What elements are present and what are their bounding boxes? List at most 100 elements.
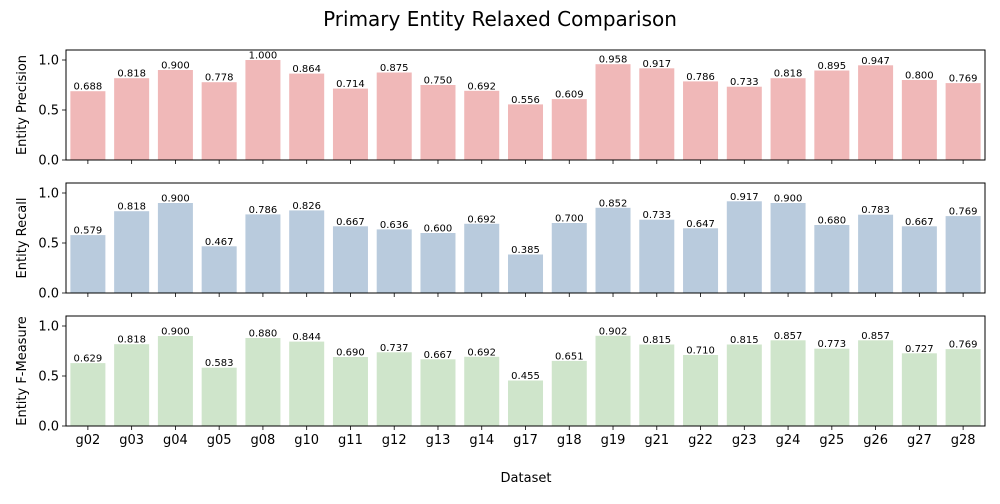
- data-label: 0.737: [380, 343, 409, 354]
- data-label: 0.818: [774, 69, 803, 80]
- x-tick-label: g26: [863, 433, 888, 448]
- bar: [814, 348, 850, 426]
- bar: [332, 226, 368, 293]
- data-label: 0.818: [117, 335, 146, 346]
- data-label: 0.710: [686, 346, 715, 357]
- data-label: 0.818: [117, 69, 146, 80]
- bar: [201, 246, 237, 293]
- axes-frame: [65, 315, 986, 427]
- bar: [70, 91, 106, 160]
- data-label: 1.000: [249, 51, 278, 62]
- data-label: 0.773: [818, 339, 847, 350]
- data-label: 0.958: [599, 55, 628, 66]
- data-label: 0.700: [555, 214, 584, 225]
- x-tick-label: g10: [294, 433, 319, 448]
- data-label: 0.667: [336, 217, 365, 228]
- bar: [332, 357, 368, 426]
- bar: [508, 380, 544, 426]
- data-label: 0.688: [74, 82, 103, 93]
- y-axis-label: Entity Precision: [15, 55, 30, 155]
- bar: [420, 359, 456, 426]
- bar: [289, 341, 325, 426]
- data-label: 0.857: [861, 331, 890, 342]
- bar: [726, 344, 762, 426]
- bar: [464, 223, 500, 293]
- x-tick-label: g28: [951, 433, 976, 448]
- y-tick-label: 0.0: [38, 420, 59, 435]
- bar: [420, 233, 456, 293]
- bar: [639, 68, 675, 160]
- data-label: 0.651: [555, 351, 584, 362]
- data-label: 0.629: [74, 354, 103, 365]
- panel-1: 0.688 0.818 0.900 0.778 1.000 0.864 0.714 0.875…: [15, 49, 986, 169]
- data-label: 0.556: [511, 95, 540, 106]
- data-label: 0.636: [380, 220, 409, 231]
- panel-2: 0.579 0.818 0.900 0.467 0.786 0.826 0.667 0.636…: [15, 182, 986, 302]
- data-label: 0.714: [336, 79, 365, 90]
- bar: [639, 344, 675, 426]
- bar: [289, 73, 325, 160]
- bar: [945, 83, 981, 160]
- bar: [683, 228, 719, 293]
- y-tick-label: 1.0: [38, 320, 59, 335]
- data-label: 0.750: [424, 76, 453, 87]
- data-label: 0.786: [249, 205, 278, 216]
- data-label: 0.875: [380, 63, 409, 74]
- bar: [639, 219, 675, 293]
- bar: [332, 88, 368, 160]
- bar: [157, 203, 193, 293]
- y-tick-label: 1.0: [38, 54, 59, 69]
- data-label: 0.769: [949, 74, 978, 85]
- data-label: 0.667: [905, 217, 934, 228]
- y-axis-label: Entity Recall: [15, 198, 30, 279]
- x-tick-label: g21: [644, 433, 669, 448]
- y-tick-label: 0.5: [38, 104, 59, 119]
- data-label: 0.667: [424, 350, 453, 361]
- bar: [245, 214, 281, 293]
- bar: [595, 64, 631, 160]
- x-tick-label: g17: [513, 433, 538, 448]
- bar: [945, 349, 981, 426]
- data-label: 0.583: [205, 358, 234, 369]
- x-tick-label: g02: [75, 433, 100, 448]
- data-label: 0.778: [205, 73, 234, 84]
- x-axis-label: Dataset: [501, 471, 552, 486]
- x-tick-label: g14: [469, 433, 494, 448]
- bar: [945, 216, 981, 293]
- bar: [114, 78, 150, 160]
- bar: [595, 207, 631, 293]
- data-label: 0.864: [292, 64, 321, 75]
- bar: [814, 70, 850, 160]
- bar: [683, 81, 719, 160]
- y-tick-label: 0.0: [38, 287, 59, 302]
- data-label: 0.727: [905, 344, 934, 355]
- x-tick-label: g25: [819, 433, 844, 448]
- bar: [376, 72, 412, 160]
- data-label: 0.609: [555, 90, 584, 101]
- x-tick-label: g27: [907, 433, 932, 448]
- data-label: 0.826: [292, 201, 321, 212]
- y-tick-label: 0.5: [38, 370, 59, 385]
- data-label: 0.769: [949, 207, 978, 218]
- data-label: 0.692: [467, 347, 496, 358]
- y-tick-label: 1.0: [38, 187, 59, 202]
- data-label: 0.800: [905, 71, 934, 82]
- data-label: 0.786: [686, 72, 715, 83]
- bar: [770, 78, 806, 160]
- x-tick-label: g03: [119, 433, 144, 448]
- axes-frame: [65, 49, 986, 161]
- data-label: 0.900: [161, 61, 190, 72]
- bar: [70, 235, 106, 293]
- data-label: 0.815: [730, 335, 759, 346]
- x-tick-label: g18: [557, 433, 582, 448]
- data-label: 0.844: [292, 332, 321, 343]
- bar: [770, 203, 806, 293]
- data-label: 0.895: [818, 61, 847, 72]
- data-label: 0.917: [642, 59, 671, 70]
- data-label: 0.900: [161, 194, 190, 205]
- data-label: 0.647: [686, 219, 715, 230]
- bar: [551, 99, 587, 160]
- chart-panels: 0.688 0.818 0.900 0.778 1.000 0.864 0.714 0.875…: [15, 49, 986, 448]
